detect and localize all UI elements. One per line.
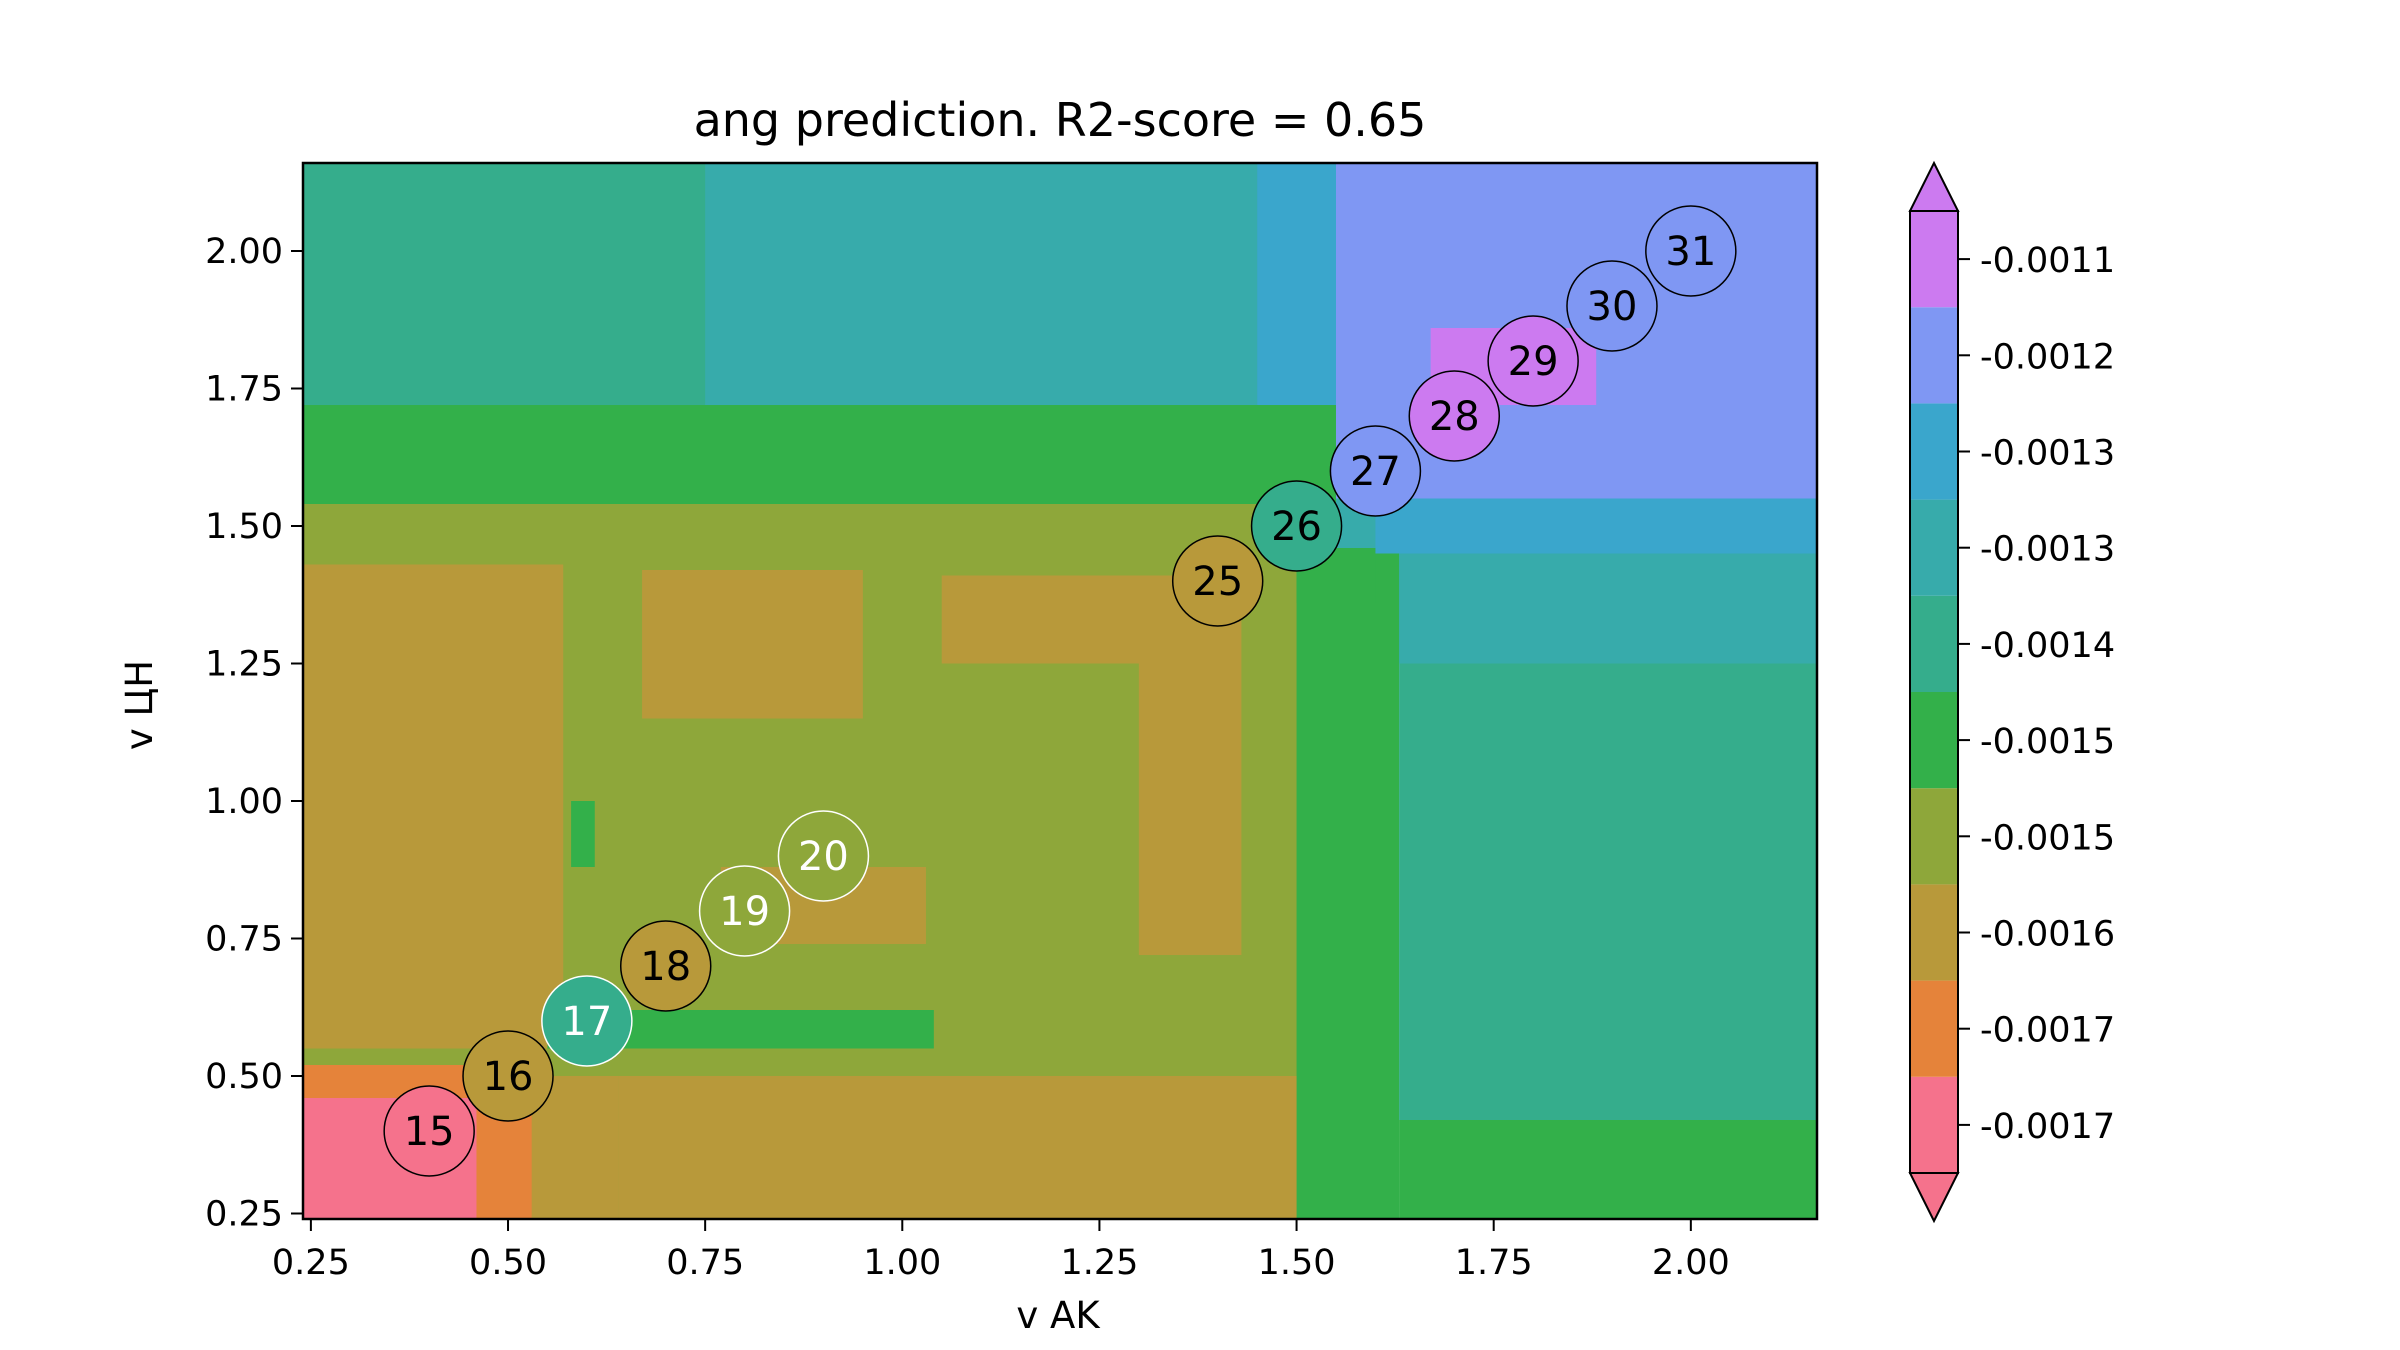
data-point-26: 26: [1250, 480, 1343, 572]
x-tick-label: 1.25: [1060, 1243, 1138, 1283]
data-point-marker: [541, 975, 633, 1067]
data-point-label: 17: [561, 999, 612, 1045]
contour-region: [1375, 498, 1817, 554]
data-point-25: 25: [1171, 535, 1264, 627]
data-point-label: 31: [1665, 229, 1716, 275]
colorbar-tick-label: -0.0016: [1980, 915, 2115, 955]
colorbar-tick-label: -0.0014: [1980, 626, 2115, 666]
y-tick-label: 2.00: [205, 232, 283, 272]
y-tick-label: 1.75: [205, 370, 283, 410]
data-point-marker: [462, 1030, 554, 1122]
data-point-label: 25: [1192, 559, 1243, 605]
data-point-marker: [1171, 535, 1264, 627]
contour-fill: [303, 163, 1817, 1219]
x-tick-label: 1.75: [1455, 1243, 1533, 1283]
x-tick-label: 0.25: [272, 1243, 350, 1283]
data-point-marker: [1487, 315, 1579, 407]
chart-title: ang prediction. R2-score = 0.65: [694, 93, 1427, 147]
x-tick-label: 1.50: [1258, 1243, 1336, 1283]
colorbar-segment: [1910, 211, 1958, 308]
colorbar-segment: [1910, 788, 1958, 885]
colorbar-tick-label: -0.0015: [1980, 722, 2115, 762]
plot-area: [301, 161, 1819, 1221]
data-point-marker: [619, 920, 712, 1012]
data-point-marker: [698, 865, 791, 957]
data-point-label: 27: [1350, 449, 1401, 495]
contour-region: [1399, 1120, 1817, 1219]
x-axis-label: v AK: [1016, 1294, 1101, 1337]
colorbar-segment: [1910, 499, 1958, 596]
data-point-label: 19: [719, 889, 770, 935]
data-point-marker: [1408, 370, 1501, 462]
data-point-marker: [1645, 205, 1737, 297]
data-point-marker: [1329, 425, 1422, 517]
data-point-28: 28: [1408, 370, 1501, 462]
x-tick-label: 2.00: [1652, 1243, 1730, 1283]
data-point-label: 16: [483, 1054, 534, 1100]
data-point-15: 15: [383, 1085, 475, 1177]
colorbar-tick-label: -0.0013: [1980, 530, 2115, 570]
y-axis-label: v ЦН: [118, 660, 161, 750]
contour-region: [1138, 575, 1242, 955]
data-point-label: 18: [640, 944, 691, 990]
colorbar-extend-top: [1908, 160, 1960, 212]
contour-region: [642, 570, 863, 719]
contour-region: [1296, 553, 1400, 1219]
data-point-label: 29: [1508, 339, 1559, 385]
contour-region: [618, 1076, 1297, 1219]
y-tick-label: 0.75: [205, 920, 283, 960]
x-tick-label: 0.50: [469, 1243, 547, 1283]
contour-region: [303, 564, 564, 1049]
data-point-markers: 15 16 17 18 19 20 25 26 27 28 29 30 31: [383, 205, 1737, 1177]
colorbar-tick-label: -0.0017: [1980, 1107, 2115, 1147]
y-tick-label: 1.25: [205, 645, 283, 685]
data-point-16: 16: [462, 1030, 554, 1122]
colorbar-segment: [1910, 692, 1958, 789]
colorbar-tick-label: -0.0011: [1980, 241, 2115, 281]
colorbar-segment: [1910, 403, 1958, 500]
data-point-label: 26: [1271, 504, 1322, 550]
x-tick-label: 0.75: [666, 1243, 744, 1283]
contour-region: [1399, 663, 1817, 1120]
data-point-label: 20: [798, 834, 849, 880]
data-point-marker: [777, 810, 870, 902]
data-point-27: 27: [1329, 425, 1422, 517]
colorbar-extend-bottom: [1908, 1172, 1960, 1224]
data-point-29: 29: [1487, 315, 1579, 407]
colorbar-tick-label: -0.0012: [1980, 337, 2115, 377]
colorbar-frame: [1909, 210, 1959, 1174]
data-point-marker: [383, 1085, 475, 1177]
data-point-19: 19: [698, 865, 791, 957]
x-axis-ticks: 0.25 0.50 0.75 1.00 1.25 1.50 1.75 2.00: [272, 1219, 1730, 1283]
x-tick-label: 1.00: [863, 1243, 941, 1283]
colorbar-tick-label: -0.0013: [1980, 434, 2115, 474]
data-point-30: 30: [1566, 260, 1658, 352]
contour-region: [571, 801, 595, 867]
data-point-marker: [1566, 260, 1658, 352]
contour-region: [303, 405, 1336, 504]
colorbar-tick-label: -0.0015: [1980, 818, 2115, 858]
colorbar-segment: [1910, 980, 1958, 1077]
y-axis-ticks: 0.25 0.50 0.75 1.00 1.25 1.50 1.75 2.00: [205, 232, 303, 1235]
colorbar-segment: [1910, 884, 1958, 981]
data-point-20: 20: [777, 810, 870, 902]
y-tick-label: 1.50: [205, 507, 283, 547]
colorbar-segment: [1910, 1076, 1958, 1173]
y-tick-label: 1.00: [205, 782, 283, 822]
colorbar-tick-label: -0.0017: [1980, 1011, 2115, 1051]
colorbar: -0.0017 -0.0017 -0.0016 -0.0015 -0.0015 -0.00…: [1908, 160, 2115, 1224]
data-point-label: 30: [1587, 284, 1638, 330]
plot-frame: [301, 161, 1819, 1221]
data-point-17: 17: [541, 975, 633, 1067]
colorbar-segment: [1910, 595, 1958, 692]
y-tick-label: 0.50: [205, 1057, 283, 1097]
data-point-label: 15: [404, 1109, 455, 1155]
data-point-18: 18: [619, 920, 712, 1012]
data-point-marker: [1250, 480, 1343, 572]
data-point-label: 28: [1429, 394, 1480, 440]
y-tick-label: 0.25: [205, 1195, 283, 1235]
colorbar-segment: [1910, 307, 1958, 404]
data-point-31: 31: [1645, 205, 1737, 297]
